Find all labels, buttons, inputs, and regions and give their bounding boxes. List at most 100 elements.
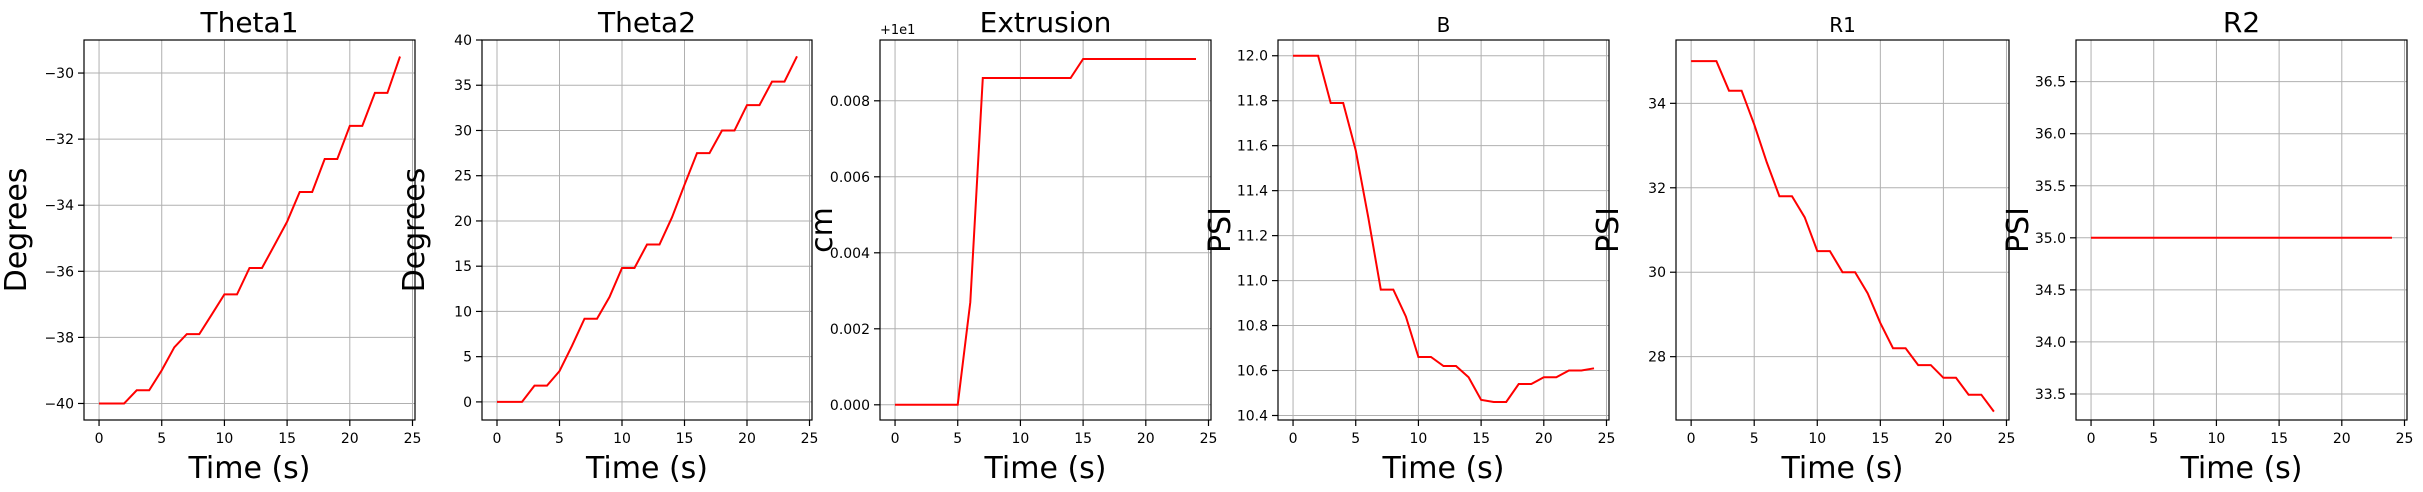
chart-panel-r1: 0 5 10 15 20 25 28 30 32 34 R1 Time (s) PSI [1591, 13, 2015, 486]
grid [1676, 40, 2009, 420]
x-tick-label: 10 [216, 431, 234, 447]
y-tick-label: −34 [44, 198, 74, 214]
grid [84, 40, 415, 420]
y-tick-label: 10.8 [1237, 319, 1268, 335]
x-tick-label: 10 [1808, 431, 1826, 447]
y-tick-label: 0.008 [830, 94, 870, 110]
y-tick-label: 15 [454, 259, 472, 275]
x-tick-label: 25 [1998, 431, 2016, 447]
y-tick-label: −30 [44, 66, 74, 82]
y-tick-label: 0.004 [830, 246, 870, 262]
x-tick-label: 25 [1200, 431, 1218, 447]
y-tick-label: 35 [454, 78, 472, 94]
axes-frame [481, 39, 813, 421]
x-tick-label: 10 [1012, 431, 1030, 447]
x-tick-label: 0 [1687, 431, 1696, 447]
x-tick-label: 25 [2396, 431, 2414, 447]
y-axis-label: PSI [2001, 207, 2036, 253]
x-tick-label: 25 [404, 431, 422, 447]
y-tick-label: 11.6 [1237, 139, 1268, 155]
x-tick-label: 10 [2208, 431, 2226, 447]
y-tick-label: 20 [454, 214, 472, 230]
x-tick-label: 20 [1934, 431, 1952, 447]
chart-title: R1 [1829, 13, 1856, 37]
x-tick-label: 15 [1472, 431, 1490, 447]
axes-frame [1277, 39, 1610, 421]
chart-title: Theta1 [199, 6, 298, 39]
y-tick-label: 11.4 [1237, 184, 1268, 200]
x-tick-label: 5 [2149, 431, 2158, 447]
chart-panel-extrusion: 0 5 10 15 20 25 0.000 0.002 0.004 0.006 0.008 +1e1 E… [805, 6, 1217, 486]
x-tick-label: 15 [1871, 431, 1889, 447]
x-tick-label: 15 [278, 431, 296, 447]
x-tick-label: 20 [1137, 431, 1155, 447]
y-axis-label: PSI [1591, 207, 1626, 253]
x-tick-label: 20 [2333, 431, 2351, 447]
y-tick-label: 0.006 [830, 170, 870, 186]
y-tick-label: −38 [44, 330, 74, 346]
y-tick-label: 10.6 [1237, 364, 1268, 380]
x-tick-label: 10 [1410, 431, 1428, 447]
y-tick-label: 28 [1648, 350, 1666, 366]
x-tick-label: 0 [2087, 431, 2096, 447]
x-tick-label: 20 [738, 431, 756, 447]
x-tick-label: 0 [95, 431, 104, 447]
y-tick-label: 36.5 [2035, 75, 2066, 91]
y-axis-label: PSI [1203, 207, 1238, 253]
x-tick-label: 20 [1535, 431, 1553, 447]
y-tick-label: 30 [454, 123, 472, 139]
chart-panel-theta1: 0 5 10 15 20 25 −40 −38 −36 −34 −32 −30 Theta1 Time (… [0, 6, 421, 486]
y-tick-label: 11.2 [1237, 229, 1268, 245]
x-tick-label: 5 [555, 431, 564, 447]
chart-title: Extrusion [980, 6, 1112, 39]
x-tick-label: 0 [1289, 431, 1298, 447]
y-tick-label: 34.0 [2035, 335, 2066, 351]
x-axis-label: Time (s) [2180, 451, 2303, 486]
x-tick-label: 25 [1598, 431, 1616, 447]
chart-panel-b: 0 5 10 15 20 25 10.4 10.6 10.8 11.0 11.2 11.4 11.6 11… [1203, 13, 1615, 486]
chart-title: B [1437, 13, 1451, 37]
y-tick-label: −32 [44, 132, 74, 148]
grid [482, 39, 812, 420]
axes-frame [1675, 39, 2010, 421]
series-line [895, 58, 1196, 406]
x-axis-label: Time (s) [585, 451, 708, 486]
x-tick-label: 5 [1351, 431, 1360, 447]
y-tick-label: 5 [463, 350, 472, 366]
y-tick-label: 10 [454, 304, 472, 320]
x-axis-label: Time (s) [984, 451, 1107, 486]
chart-panel-theta2: 0 5 10 15 20 25 0 5 10 15 20 25 30 35 40 Theta2 Time (s)… [397, 6, 818, 486]
series-line [99, 56, 401, 405]
axes-frame [2075, 39, 2408, 421]
axis-offset-text: +1e1 [880, 23, 915, 38]
x-axis-label: Time (s) [1781, 451, 1904, 486]
y-tick-label: 32 [1648, 181, 1666, 197]
x-tick-label: 15 [676, 431, 694, 447]
y-tick-label: 11.8 [1237, 94, 1268, 110]
axes-frame [83, 39, 416, 421]
y-tick-label: 36.0 [2035, 127, 2066, 143]
y-tick-label: 0.002 [830, 322, 870, 338]
x-tick-label: 0 [493, 431, 502, 447]
y-tick-label: 11.0 [1237, 274, 1268, 290]
x-tick-label: 0 [891, 431, 900, 447]
y-axis-label: cm [805, 207, 840, 253]
x-tick-label: 20 [341, 431, 359, 447]
x-tick-label: 15 [2270, 431, 2288, 447]
grid [880, 40, 1211, 420]
x-tick-label: 15 [1074, 431, 1092, 447]
x-tick-label: 25 [801, 431, 819, 447]
y-tick-label: 33.5 [2035, 387, 2066, 403]
x-axis-label: Time (s) [1382, 451, 1505, 486]
y-tick-label: 0.000 [830, 398, 870, 414]
y-tick-label: 12.0 [1237, 49, 1268, 65]
series-line [1293, 54, 1595, 403]
x-tick-label: 10 [613, 431, 631, 447]
axes-frame [879, 39, 1212, 421]
x-tick-label: 5 [1750, 431, 1759, 447]
y-tick-label: −36 [44, 264, 74, 280]
y-tick-label: 10.4 [1237, 409, 1268, 425]
grid [1278, 40, 1609, 420]
y-tick-label: −40 [44, 396, 74, 412]
